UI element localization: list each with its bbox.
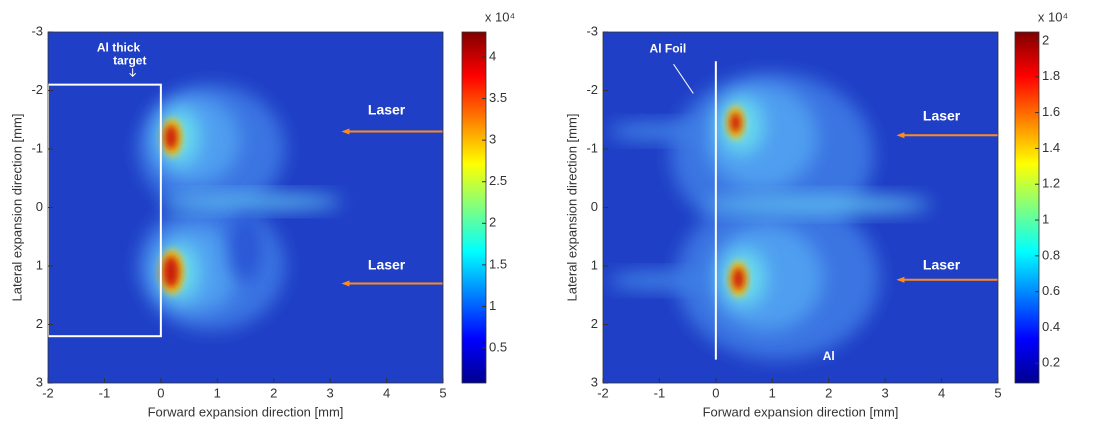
y-tick-label: 0 bbox=[591, 199, 598, 214]
y-tick-label: 1 bbox=[36, 257, 43, 272]
colorbar-tick-label: 4 bbox=[489, 48, 496, 63]
annotation: Al Foil bbox=[650, 42, 687, 56]
colorbar-tick-label: 2 bbox=[1042, 32, 1049, 47]
annotation: Laser bbox=[368, 102, 406, 118]
annotation: Laser bbox=[923, 108, 961, 124]
emission-region bbox=[729, 112, 742, 134]
foil-pointer bbox=[673, 63, 694, 94]
target-outline bbox=[48, 83, 162, 338]
annotation: Al bbox=[823, 349, 835, 363]
x-tick-label: 2 bbox=[270, 385, 277, 400]
x-tick-label: 4 bbox=[938, 385, 945, 400]
annotation: Laser bbox=[923, 257, 961, 273]
x-tick-label: 3 bbox=[327, 385, 334, 400]
x-tick-label: -1 bbox=[99, 385, 111, 400]
x-tick-label: 1 bbox=[214, 385, 221, 400]
panel: Al Foil Laser Laser Al -2 -1 0 1 2 3 4 5 -3 -2 -1 0 1 2 3 F… bbox=[564, 9, 1068, 419]
colorbar-tick-label: 1.4 bbox=[1042, 140, 1060, 155]
y-tick-label: 0 bbox=[36, 199, 43, 214]
x-tick-label: 5 bbox=[994, 385, 1001, 400]
x-tick-label: 0 bbox=[712, 385, 719, 400]
emission-region bbox=[164, 124, 178, 151]
colorbar-tick-label: 1.5 bbox=[489, 256, 507, 271]
emission-region bbox=[160, 193, 342, 210]
y-tick-label: 3 bbox=[36, 374, 43, 389]
x-tick-label: 3 bbox=[882, 385, 889, 400]
emission-region bbox=[228, 213, 263, 284]
y-tick-label: -1 bbox=[586, 140, 598, 155]
colorbar-tick-label: 1.6 bbox=[1042, 104, 1060, 119]
y-tick-label: -3 bbox=[31, 23, 43, 38]
y-axis-label: Lateral expansion direction [mm] bbox=[9, 114, 24, 302]
colorbar-tick-label: 2 bbox=[489, 215, 496, 230]
colorbar-tick-label: 0.4 bbox=[1042, 319, 1060, 334]
emission-region bbox=[732, 267, 745, 291]
colorbar-label: x 10⁴ bbox=[485, 9, 515, 24]
x-tick-label: 0 bbox=[157, 385, 164, 400]
colorbar-tick-label: 3.5 bbox=[489, 90, 507, 105]
colorbar-tick-label: 0.5 bbox=[489, 340, 507, 355]
colorbar-tick-label: 1.2 bbox=[1042, 176, 1060, 191]
laser-arrowhead bbox=[896, 132, 905, 139]
x-tick-label: 1 bbox=[769, 385, 776, 400]
x-tick-label: -2 bbox=[597, 385, 609, 400]
x-tick-label: -2 bbox=[42, 385, 54, 400]
colorbar-tick-label: 1 bbox=[489, 298, 496, 313]
colorbar-tick-label: 2.5 bbox=[489, 173, 507, 188]
x-tick-label: 2 bbox=[825, 385, 832, 400]
emission-region bbox=[608, 271, 711, 290]
laser-arrowhead bbox=[896, 276, 905, 283]
target-pointer bbox=[129, 68, 136, 77]
colorbar-tick-label: 3 bbox=[489, 132, 496, 147]
y-tick-label: 1 bbox=[591, 257, 598, 272]
y-tick-label: -1 bbox=[31, 140, 43, 155]
colorbar-tick-label: 0.2 bbox=[1042, 355, 1060, 370]
x-tick-label: 4 bbox=[383, 385, 390, 400]
y-axis-label: Lateral expansion direction [mm] bbox=[564, 114, 579, 302]
y-tick-label: -2 bbox=[31, 82, 43, 97]
emission-region bbox=[704, 195, 931, 214]
colorbar-tick-label: 1.8 bbox=[1042, 68, 1060, 83]
x-axis-label: Forward expansion direction [mm] bbox=[703, 404, 899, 419]
y-tick-label: -3 bbox=[586, 23, 598, 38]
annotation: Laser bbox=[368, 257, 406, 273]
emission-region bbox=[608, 122, 711, 141]
heatmap-image bbox=[603, 32, 998, 383]
x-axis-label: Forward expansion direction [mm] bbox=[148, 404, 344, 419]
colorbar-tick-label: 1 bbox=[1042, 211, 1049, 226]
x-tick-label: -1 bbox=[654, 385, 666, 400]
y-tick-label: -2 bbox=[586, 82, 598, 97]
y-tick-label: 2 bbox=[36, 316, 43, 331]
heatmap-image bbox=[48, 32, 443, 383]
colorbar-tick-label: 0.8 bbox=[1042, 247, 1060, 262]
annotation: target bbox=[113, 53, 146, 67]
colorbar bbox=[461, 31, 487, 384]
laser-arrowhead bbox=[341, 280, 350, 287]
colorbar-label: x 10⁴ bbox=[1038, 9, 1068, 24]
emission-region bbox=[162, 255, 180, 289]
colorbar-tick-label: 0.6 bbox=[1042, 283, 1060, 298]
y-tick-label: 2 bbox=[591, 316, 598, 331]
annotation: Al thick bbox=[97, 41, 141, 55]
x-tick-label: 5 bbox=[439, 385, 446, 400]
laser-arrowhead bbox=[341, 128, 350, 135]
y-tick-label: 3 bbox=[591, 374, 598, 389]
colorbar bbox=[1014, 31, 1040, 384]
